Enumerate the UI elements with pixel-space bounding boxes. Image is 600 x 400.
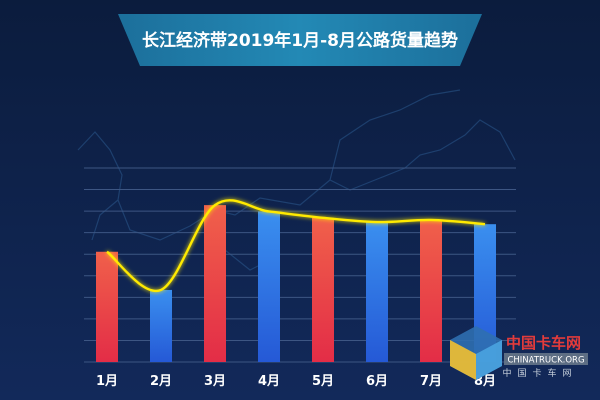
chart-title: 长江经济带2019年1月-8月公路货量趋势: [142, 30, 458, 51]
bar-7: [420, 219, 442, 362]
x-tick-label: 4月: [258, 374, 280, 389]
x-tick-label: 7月: [420, 374, 442, 389]
bar-4: [258, 211, 280, 362]
watermark-brand: 中国卡车网: [506, 334, 581, 352]
x-tick-label: 2月: [150, 374, 172, 389]
title-banner: [118, 14, 482, 66]
bar-3: [204, 205, 226, 362]
x-tick-label: 1月: [96, 374, 118, 389]
watermark-tagline: 中国卡车网: [502, 367, 577, 379]
bar-2: [150, 289, 172, 362]
bar-1: [96, 251, 118, 362]
truck-logo-icon: [450, 326, 502, 380]
watermark: 中国卡车网 CHINATRUCK.ORG 中国卡车网: [450, 326, 588, 380]
map-outline-decoration: [77, 89, 516, 271]
trend-line-group: [106, 199, 486, 293]
trend-line: [106, 199, 486, 293]
bar-5: [312, 217, 334, 362]
x-axis-ticks: 1月 2月 3月 4月 5月 6月 7月 8月: [96, 374, 496, 389]
x-tick-label: 6月: [366, 374, 388, 389]
bars: [96, 205, 496, 362]
x-tick-label: 5月: [312, 374, 334, 389]
bar-8: [474, 224, 496, 362]
bar-6: [366, 222, 388, 362]
x-tick-label: 3月: [204, 374, 226, 389]
watermark-url: CHINATRUCK.ORG: [507, 356, 584, 366]
